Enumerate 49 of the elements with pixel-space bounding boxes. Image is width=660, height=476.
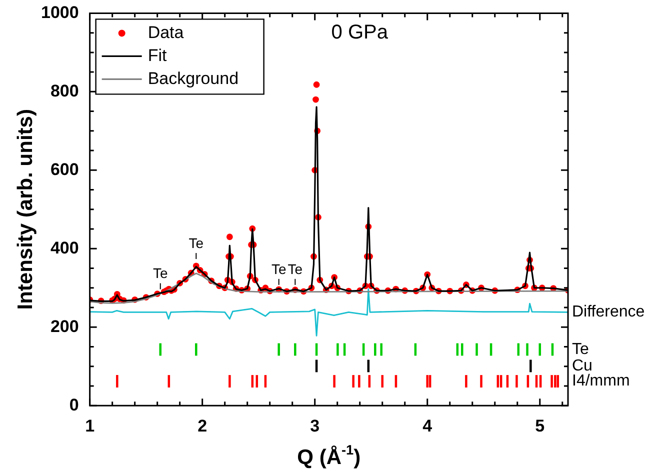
y-axis-title: Intensity (arb. units) <box>14 109 37 310</box>
annotation: 0 GPa <box>331 22 389 44</box>
bar <box>358 375 360 388</box>
text: Difference <box>572 304 645 321</box>
text: I4/mmm <box>572 372 630 390</box>
legend-label: Data <box>148 22 184 42</box>
x-tick-label: 5 <box>535 416 545 436</box>
bar <box>294 343 296 356</box>
legend-label: Fit <box>148 46 167 65</box>
bar <box>352 375 354 388</box>
legend-label: Background <box>148 68 239 88</box>
y-tick-label: 800 <box>50 81 79 100</box>
bar <box>460 343 464 356</box>
bar <box>278 343 280 356</box>
bar <box>526 343 528 356</box>
bar <box>530 360 532 372</box>
bar <box>476 343 478 356</box>
bar <box>159 343 162 356</box>
y-tick-label: 400 <box>50 238 79 258</box>
bar <box>480 375 482 388</box>
x-tick-label: 1 <box>85 416 95 436</box>
annotation: Te <box>271 260 286 277</box>
y-tick-label: 1000 <box>40 2 79 22</box>
x-tick-label: 2 <box>198 416 208 436</box>
text: Cu <box>572 357 592 374</box>
bar <box>333 375 336 388</box>
y-tick-label: 0 <box>69 395 79 414</box>
bar <box>554 375 556 388</box>
bar <box>380 343 382 356</box>
y-tick-label: 200 <box>50 316 79 336</box>
bar <box>228 375 231 388</box>
bar <box>116 375 118 388</box>
annotation: Te <box>188 234 204 251</box>
bar <box>465 375 468 388</box>
x-tick-label: 3 <box>310 416 320 436</box>
bar <box>374 343 376 356</box>
annotation: Te <box>288 260 303 277</box>
bar <box>538 343 541 356</box>
bar <box>550 375 553 388</box>
bar <box>426 375 428 388</box>
bar <box>381 375 384 388</box>
bar <box>516 375 518 388</box>
annotation: Te <box>152 265 168 282</box>
y-tick-label: 600 <box>50 160 79 179</box>
text: Te <box>572 340 589 358</box>
bar <box>556 375 560 388</box>
bar <box>336 343 339 356</box>
x-tick-label: 4 <box>422 416 433 436</box>
bar <box>195 343 198 356</box>
